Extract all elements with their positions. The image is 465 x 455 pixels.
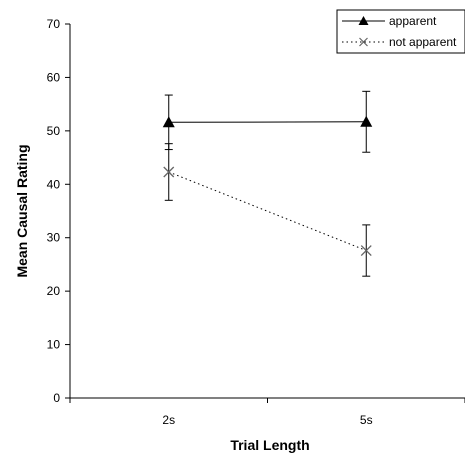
y-tick-label: 0 <box>53 391 60 405</box>
data-point-not-apparent <box>360 245 372 256</box>
data-point-apparent <box>162 116 175 128</box>
y-tick-label: 40 <box>47 177 61 191</box>
legend-box <box>336 9 465 54</box>
y-tick-label: 20 <box>47 284 61 298</box>
x-tick-label: 2s <box>162 413 175 427</box>
series-apparent <box>162 90 373 153</box>
series-layer <box>162 90 373 277</box>
legend-label-not-apparent: not apparent <box>389 35 457 49</box>
x-axis-title: Trial Length <box>230 437 309 453</box>
legend-marker-apparent <box>358 16 369 25</box>
y-tick-label: 10 <box>47 338 61 352</box>
legend: apparent not apparent <box>336 9 465 54</box>
axes: 0 10 20 30 40 50 60 70 2s 5s <box>47 17 465 427</box>
y-tick-label: 60 <box>47 70 61 84</box>
y-tick-label: 70 <box>47 17 61 31</box>
legend-label-apparent: apparent <box>389 14 437 28</box>
data-point-apparent <box>360 115 373 127</box>
x-tick-label: 5s <box>360 413 373 427</box>
series-not-apparent <box>163 143 372 277</box>
y-tick-label: 30 <box>47 231 61 245</box>
series-line-not-apparent <box>168 171 367 252</box>
data-point-not-apparent <box>163 166 175 178</box>
y-axis-title: Mean Causal Rating <box>14 144 30 277</box>
series-line-apparent <box>168 121 367 123</box>
y-tick-label: 50 <box>47 124 61 138</box>
legend-marker-not-apparent <box>359 37 368 47</box>
